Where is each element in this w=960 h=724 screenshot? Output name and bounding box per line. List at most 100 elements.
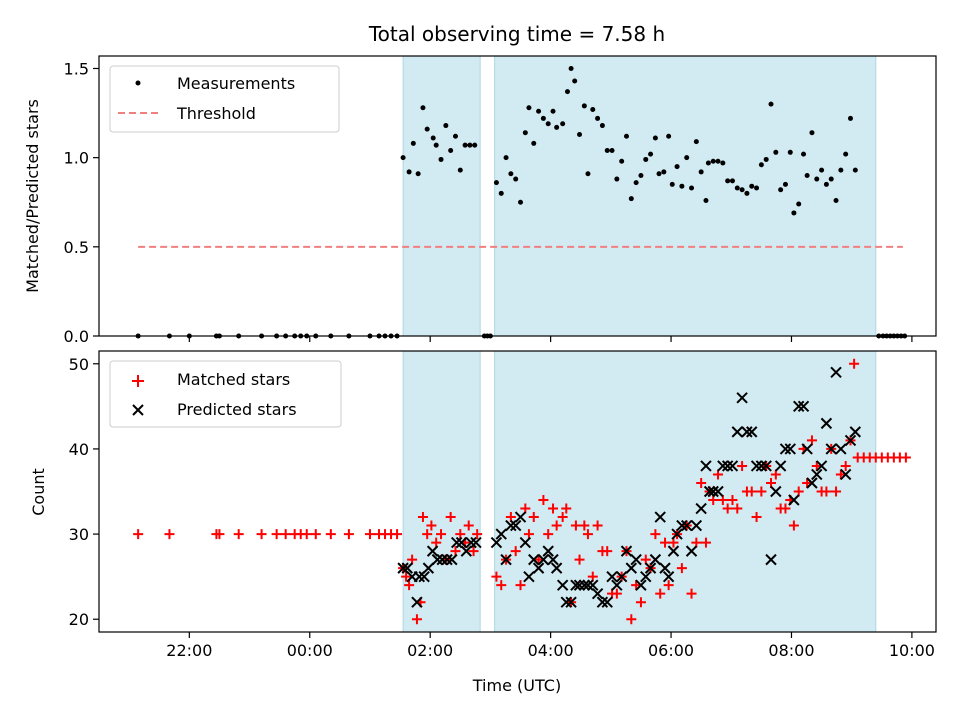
measurement-point (804, 172, 810, 178)
matched-star-point (835, 469, 846, 480)
matched-star-point (496, 580, 507, 591)
predicted-star-point (441, 553, 453, 566)
predicted-star-point (523, 570, 535, 583)
predicted-star-point (731, 426, 743, 438)
measurement-point (666, 133, 672, 139)
measurement-point (430, 135, 436, 141)
measurement-point (400, 155, 406, 161)
predicted-star-point (596, 596, 609, 608)
matched-star-point (325, 529, 336, 540)
measurement-point (720, 160, 726, 166)
bottom-legend-box (109, 360, 342, 428)
matched-star-point (746, 486, 757, 497)
matched-star-point (468, 546, 479, 557)
measurement-point (763, 156, 769, 162)
bottom-legend: Matched stars Predicted stars (109, 360, 342, 428)
predicted-star-point (765, 553, 777, 566)
matched-star-point (686, 588, 697, 599)
predicted-star-point (695, 502, 707, 515)
predicted-star-point (801, 443, 813, 455)
matched-star-point (700, 537, 711, 548)
matched-star-point (491, 571, 502, 582)
matched-star-point (214, 529, 225, 540)
matched-star-point (592, 520, 603, 531)
matched-star-point (900, 452, 911, 463)
matched-star-point (343, 529, 354, 540)
matched-star-point (445, 512, 456, 523)
predicted-star-point (793, 400, 805, 413)
measurement-point (614, 176, 620, 182)
measurement-point (744, 190, 750, 196)
matched-star-point (431, 537, 442, 548)
measurement-point (847, 115, 853, 121)
bottom-shaded-intervals (402, 350, 877, 633)
measurement-point (729, 178, 735, 184)
matched-star-point (663, 580, 674, 591)
predicted-star-point (550, 562, 563, 574)
predicted-star-point (587, 579, 599, 591)
top-y-ticks: 0.0 0.5 1.0 1.5 (64, 59, 99, 346)
matched-star-point (401, 571, 412, 582)
predicted-star-point (630, 553, 642, 566)
measurement-point (843, 151, 849, 157)
predicted-star-point (671, 528, 683, 540)
matched-star-point (528, 512, 539, 523)
measurement-point (604, 148, 610, 154)
measurement-point (652, 135, 658, 141)
predicted-star-point (611, 579, 623, 591)
predicted-star-point (578, 579, 591, 591)
predicted-star-point (788, 494, 800, 506)
measurement-point (415, 171, 421, 177)
matched-star-point (392, 529, 403, 540)
measurement-point (669, 181, 675, 187)
measurement-point (590, 107, 596, 113)
predicted-star-point (620, 545, 633, 557)
matched-star-point (455, 529, 466, 540)
predicted-star-point (662, 570, 675, 583)
y-tick-label: 30 (69, 525, 89, 544)
shaded-interval-top-0 (402, 55, 481, 337)
matched-star-point (551, 520, 562, 531)
predicted-star-point (455, 536, 468, 549)
x-tick-label: 04:00 (528, 641, 574, 660)
predicted-star-point (560, 596, 572, 608)
measurement-point (498, 190, 504, 196)
measurement-point (778, 187, 784, 193)
measurement-point (522, 130, 528, 136)
measurement-point (739, 187, 745, 193)
top-legend-box (109, 65, 340, 133)
predicted-star-point (556, 579, 569, 591)
x-tick-label: 10:00 (889, 641, 935, 660)
matched-star-point (411, 614, 422, 625)
predicted-star-point (707, 485, 719, 498)
matched-star-point (301, 529, 312, 540)
measurement-point (768, 101, 774, 107)
predicted-star-point (500, 553, 512, 566)
measurement-point (443, 123, 449, 129)
measurement-point (749, 183, 755, 189)
measurement-point (493, 180, 499, 186)
matched-star-point (631, 580, 642, 591)
predicted-star-point (700, 460, 712, 472)
x-axis-label: Time (UTC) (472, 676, 561, 695)
legend-measurements-marker (135, 80, 141, 86)
y-tick-label: 0.0 (64, 327, 89, 346)
measurement-point (823, 181, 829, 187)
top-axes-frame (98, 55, 937, 337)
measurement-point (472, 142, 478, 148)
predicted-star-point (570, 579, 582, 591)
matched-star-point (271, 529, 282, 540)
legend-predicted-label: Predicted stars (177, 400, 297, 419)
predicted-star-point (565, 596, 577, 608)
legend-predicted-marker (132, 404, 144, 416)
measurement-point (758, 162, 764, 168)
bottom-y-axis-label: Count (29, 468, 48, 516)
predicted-star-point (528, 553, 540, 566)
matched-star-point (626, 614, 637, 625)
y-tick-label: 50 (69, 355, 89, 374)
matched-star-point (696, 477, 707, 488)
measurement-point (433, 142, 439, 148)
predicted-star-point (797, 400, 810, 413)
predicted-star-point (774, 460, 787, 472)
measurement-point (684, 155, 690, 161)
